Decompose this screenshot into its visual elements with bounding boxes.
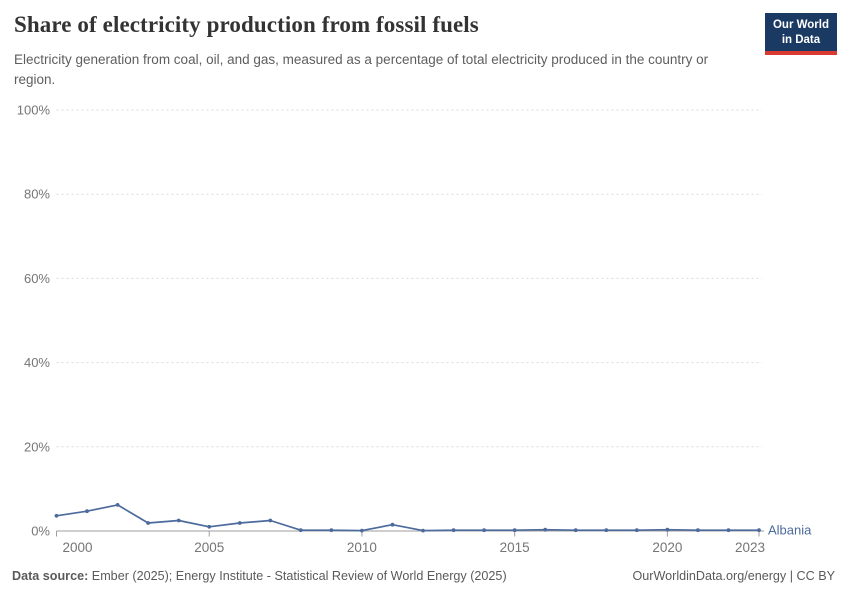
footer-source-label: Data source: (12, 569, 89, 583)
y-tick-label-20: 20% (24, 439, 50, 454)
x-tick-label-2023: 2023 (735, 540, 765, 555)
marker-2010 (360, 528, 364, 533)
x-tick-label-2010: 2010 (347, 540, 377, 555)
page-subtitle: Electricity generation from coal, oil, a… (14, 52, 709, 87)
marker-2003 (146, 521, 151, 525)
x-tick-label-2020: 2020 (652, 540, 682, 555)
x-tick-label-2000: 2000 (63, 540, 93, 555)
marker-2013 (451, 528, 456, 533)
marker-2021 (696, 528, 700, 533)
y-tick-label-0: 0% (31, 524, 50, 539)
marker-2000 (54, 513, 59, 518)
logo-line2: in Data (781, 33, 821, 46)
chart-footer: Data source: Ember (2025); Energy Instit… (12, 569, 835, 583)
series-markers-albania (54, 503, 761, 533)
marker-2007 (268, 518, 273, 523)
footer-license-link[interactable]: OurWorldinData.org/energy | CC BY (632, 569, 835, 583)
marker-2017 (573, 528, 578, 533)
marker-2015 (512, 528, 517, 533)
y-tick-label-80: 80% (24, 187, 50, 202)
marker-2019 (634, 528, 639, 533)
marker-2011 (390, 522, 395, 527)
owid-logo[interactable]: Our World in Data (764, 13, 837, 56)
marker-2016 (543, 527, 548, 532)
x-tick-label-2005: 2005 (194, 540, 224, 555)
y-axis-labels: 0% 20% 40% 60% 80% 100% (17, 103, 51, 539)
marker-2012 (421, 528, 425, 533)
footer-source: Data source: Ember (2025); Energy Instit… (12, 569, 507, 583)
page-title: Share of electricity production from fos… (14, 12, 479, 37)
marker-2004 (176, 518, 181, 523)
marker-2020 (665, 527, 670, 532)
y-tick-label-100: 100% (17, 103, 51, 118)
marker-2022 (726, 528, 731, 533)
marker-2005 (207, 524, 212, 529)
y-tick-label-40: 40% (24, 355, 50, 370)
marker-2008 (298, 528, 303, 533)
logo-line1: Our World (772, 19, 829, 31)
x-axis-labels: 2000 2005 2010 2015 2020 2023 (56, 531, 765, 555)
marker-2018 (604, 528, 609, 533)
marker-2002 (115, 503, 120, 507)
entity-label-albania[interactable]: Albania (768, 523, 812, 538)
marker-2006 (237, 521, 242, 525)
line-chart[interactable]: 0%20%40%60%80%100%2000 2005 2010 2015 2020 20… (0, 100, 850, 566)
marker-2001 (85, 509, 89, 514)
y-tick-label-60: 60% (24, 271, 50, 286)
marker-2023 (757, 528, 761, 533)
footer-source-text: Ember (2025); Energy Institute - Statist… (88, 569, 507, 583)
series-line-albania (55, 504, 760, 532)
marker-2009 (329, 528, 334, 533)
x-tick-label-2015: 2015 (500, 540, 530, 555)
marker-2014 (482, 528, 486, 533)
y-gridlines (56, 109, 762, 448)
